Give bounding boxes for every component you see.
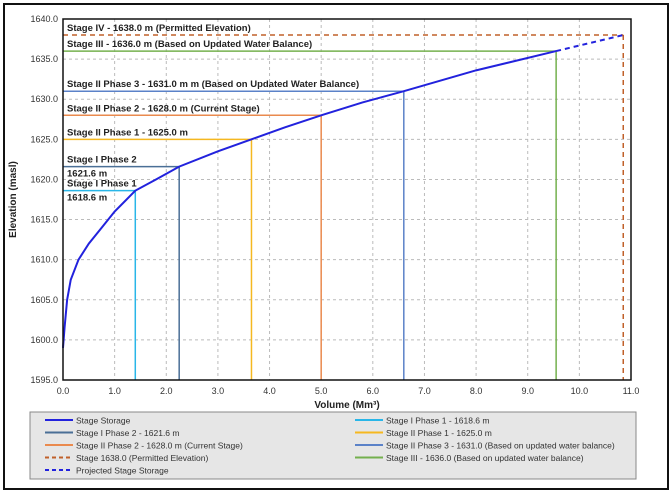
legend-item: Stage Storage bbox=[76, 416, 131, 426]
legend-item: Projected Stage Storage bbox=[76, 466, 169, 476]
y-tick-label: 1610.0 bbox=[30, 255, 58, 265]
stage-label: Stage I Phase 1 bbox=[67, 179, 137, 190]
stage-label: Stage II Phase 1 - 1625.0 m bbox=[67, 127, 188, 138]
x-tick-label: 0.0 bbox=[57, 386, 70, 396]
stage-label: Stage II Phase 2 - 1628.0 m (Current Sta… bbox=[67, 103, 260, 114]
legend-item: Stage 1638.0 (Permitted Elevation) bbox=[76, 453, 208, 463]
y-tick-label: 1595.0 bbox=[30, 375, 58, 385]
legend-item: Stage II Phase 1 - 1625.0 m bbox=[386, 428, 492, 438]
y-tick-label: 1635.0 bbox=[30, 54, 58, 64]
y-tick-label: 1600.0 bbox=[30, 335, 58, 345]
x-tick-label: 10.0 bbox=[571, 386, 589, 396]
stage-label: 1618.6 m bbox=[67, 193, 107, 204]
legend-box bbox=[29, 411, 637, 480]
x-tick-label: 7.0 bbox=[418, 386, 431, 396]
x-tick-label: 2.0 bbox=[160, 386, 173, 396]
legend-item: Stage I Phase 1 - 1618.6 m bbox=[386, 416, 489, 426]
stage-label: Stage III - 1636.0 m (Based on Updated W… bbox=[67, 39, 312, 50]
legend-item: Stage II Phase 2 - 1628.0 m (Current Sta… bbox=[76, 441, 243, 451]
x-tick-label: 3.0 bbox=[212, 386, 225, 396]
series-line bbox=[62, 50, 557, 348]
x-tick-label: 9.0 bbox=[521, 386, 534, 396]
y-tick-label: 1620.0 bbox=[30, 174, 58, 184]
chart-frame bbox=[3, 3, 669, 490]
y-tick-label: 1625.0 bbox=[30, 134, 58, 144]
x-tick-label: 6.0 bbox=[367, 386, 380, 396]
legend-item: Stage I Phase 2 - 1621.6 m bbox=[76, 428, 179, 438]
plot-area bbox=[62, 18, 632, 381]
x-tick-label: 11.0 bbox=[623, 386, 640, 396]
y-tick-label: 1630.0 bbox=[30, 94, 58, 104]
stage-label: Stage II Phase 3 - 1631.0 m m (Based on … bbox=[67, 79, 359, 90]
x-tick-label: 5.0 bbox=[315, 386, 328, 396]
x-tick-label: 4.0 bbox=[263, 386, 276, 396]
x-axis-title: Volume (Mm³) bbox=[314, 400, 379, 411]
y-axis-title: Elevation (masl) bbox=[8, 161, 19, 238]
x-tick-label: 8.0 bbox=[470, 386, 483, 396]
series-line bbox=[555, 34, 624, 53]
legend-item: Stage III - 1636.0 (Based on updated wat… bbox=[386, 453, 584, 463]
legend-item: Stage II Phase 3 - 1631.0 (Based on upda… bbox=[386, 441, 615, 451]
stage-label: 1621.6 m bbox=[67, 169, 107, 180]
x-tick-label: 1.0 bbox=[108, 386, 121, 396]
y-tick-label: 1640.0 bbox=[30, 14, 58, 24]
stage-label: Stage IV - 1638.0 m (Permitted Elevation… bbox=[67, 23, 251, 34]
y-tick-label: 1605.0 bbox=[30, 295, 58, 305]
stage-label: Stage I Phase 2 bbox=[67, 155, 137, 166]
y-tick-label: 1615.0 bbox=[30, 215, 58, 225]
